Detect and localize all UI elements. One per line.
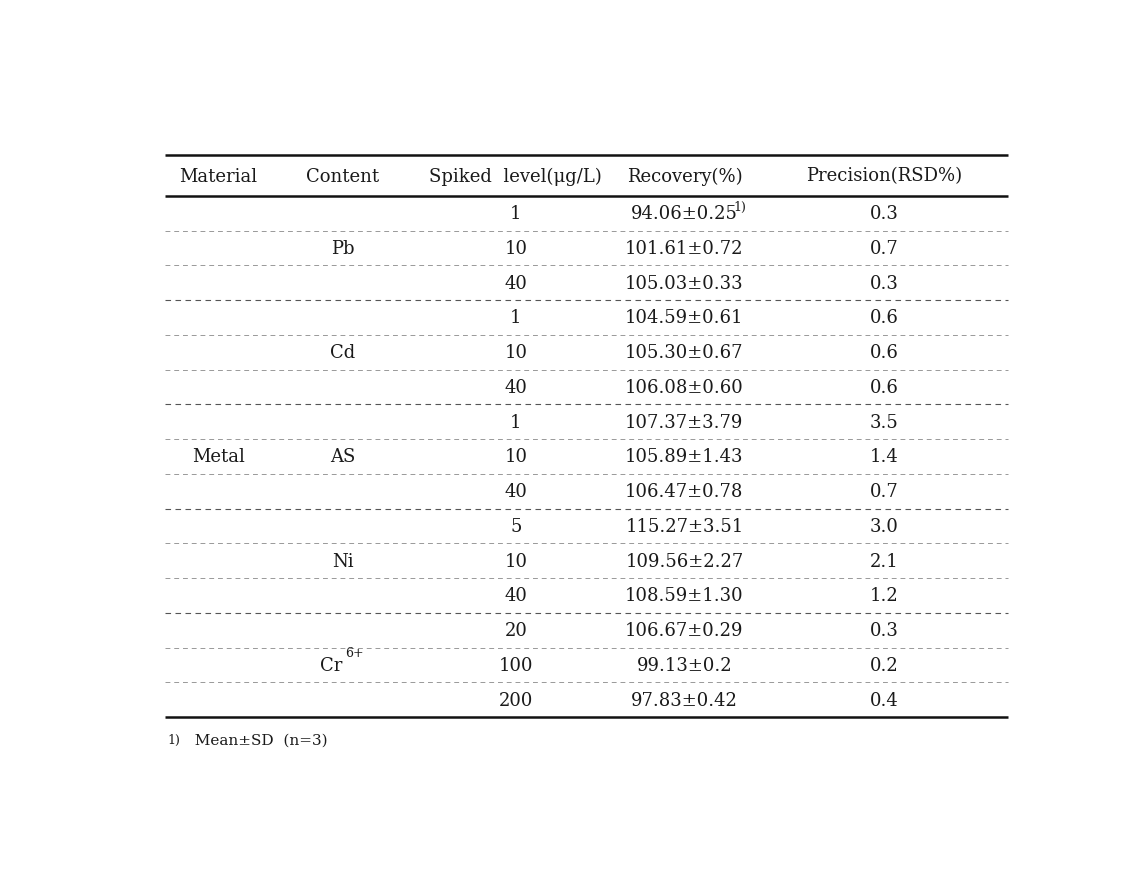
Text: 104.59±0.61: 104.59±0.61 [625, 309, 743, 327]
Text: 97.83±0.42: 97.83±0.42 [631, 691, 737, 709]
Text: Ni: Ni [332, 552, 354, 570]
Text: 106.67±0.29: 106.67±0.29 [625, 622, 743, 639]
Text: Precision(RSD%): Precision(RSD%) [806, 168, 962, 185]
Text: 0.6: 0.6 [870, 344, 899, 362]
Text: 106.47±0.78: 106.47±0.78 [625, 483, 743, 500]
Text: 0.6: 0.6 [870, 309, 899, 327]
Text: 1: 1 [510, 205, 522, 223]
Text: 105.89±1.43: 105.89±1.43 [625, 448, 743, 466]
Text: AS: AS [330, 448, 355, 466]
Text: 1): 1) [733, 201, 747, 214]
Text: 106.08±0.60: 106.08±0.60 [625, 378, 744, 397]
Text: 10: 10 [504, 344, 528, 362]
Text: Cd: Cd [330, 344, 355, 362]
Text: 0.7: 0.7 [870, 483, 899, 500]
Text: 40: 40 [505, 275, 527, 292]
Text: 40: 40 [505, 587, 527, 605]
Text: 99.13±0.2: 99.13±0.2 [637, 656, 733, 674]
Text: 3.5: 3.5 [870, 414, 899, 431]
Text: 40: 40 [505, 483, 527, 500]
Text: Spiked  level(μg/L): Spiked level(μg/L) [429, 167, 602, 185]
Text: Mean±SD  (n=3): Mean±SD (n=3) [184, 732, 327, 746]
Text: Recovery(%): Recovery(%) [626, 167, 742, 185]
Text: 10: 10 [504, 240, 528, 257]
Text: 0.3: 0.3 [870, 622, 899, 639]
Text: 40: 40 [505, 378, 527, 397]
Text: 2.1: 2.1 [870, 552, 899, 570]
Text: 108.59±1.30: 108.59±1.30 [625, 587, 744, 605]
Text: 0.3: 0.3 [870, 275, 899, 292]
Text: 105.30±0.67: 105.30±0.67 [625, 344, 743, 362]
Text: 107.37±3.79: 107.37±3.79 [625, 414, 743, 431]
Text: 100: 100 [498, 656, 534, 674]
Text: Cr: Cr [321, 656, 342, 674]
Text: Material: Material [180, 168, 258, 185]
Text: 115.27±3.51: 115.27±3.51 [625, 517, 743, 536]
Text: 10: 10 [504, 552, 528, 570]
Text: 0.7: 0.7 [870, 240, 899, 257]
Text: 10: 10 [504, 448, 528, 466]
Text: 1: 1 [510, 414, 522, 431]
Text: 1.4: 1.4 [870, 448, 899, 466]
Text: 200: 200 [498, 691, 534, 709]
Text: 0.2: 0.2 [870, 656, 899, 674]
Text: 109.56±2.27: 109.56±2.27 [625, 552, 743, 570]
Text: 1.2: 1.2 [870, 587, 899, 605]
Text: 20: 20 [505, 622, 527, 639]
Text: Pb: Pb [331, 240, 355, 257]
Text: 6+: 6+ [346, 646, 364, 658]
Text: 105.03±0.33: 105.03±0.33 [625, 275, 744, 292]
Text: 1): 1) [167, 733, 180, 746]
Text: 0.3: 0.3 [870, 205, 899, 223]
Text: 5: 5 [511, 517, 521, 536]
Text: 0.6: 0.6 [870, 378, 899, 397]
Text: 94.06±0.25: 94.06±0.25 [631, 205, 737, 223]
Text: Content: Content [306, 168, 379, 185]
Text: 3.0: 3.0 [870, 517, 899, 536]
Text: Metal: Metal [192, 448, 245, 466]
Text: 1: 1 [510, 309, 522, 327]
Text: 101.61±0.72: 101.61±0.72 [625, 240, 743, 257]
Text: 0.4: 0.4 [870, 691, 899, 709]
